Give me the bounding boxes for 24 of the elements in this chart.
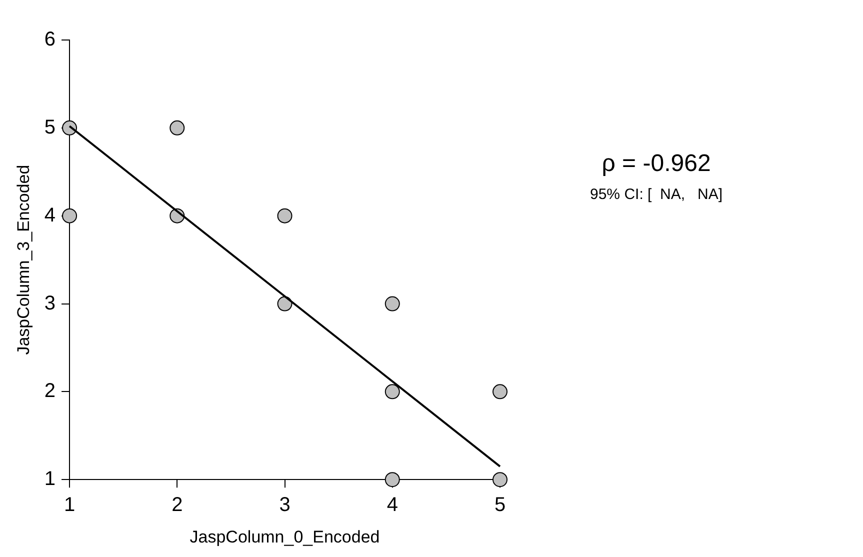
x-tick-label: 1: [64, 494, 76, 516]
point: [277, 296, 292, 312]
point: [384, 384, 400, 400]
point: [384, 296, 400, 312]
point: [277, 208, 292, 224]
y-tick-label: 4: [44, 204, 56, 226]
text: ρ = -0.962: [600, 150, 712, 178]
text: 95% CI: [ NA, NA]: [590, 186, 723, 203]
point: [492, 472, 508, 488]
y-tick-label: 6: [44, 28, 56, 51]
x-tick-label: 4: [386, 494, 398, 516]
y-tick-label: 3: [44, 292, 56, 314]
point: [492, 384, 508, 400]
point: [170, 120, 185, 136]
x-axis-title: JaspColumn_0_Encoded: [190, 527, 380, 546]
y-tick-label: 5: [44, 116, 56, 138]
y-tick-label: 1: [44, 468, 56, 490]
y-tick-label: 2: [44, 380, 56, 402]
x-tick-label: 5: [494, 494, 506, 516]
y-axis-title: JaspColumn_3_Encoded: [14, 164, 33, 355]
point: [62, 208, 78, 224]
x-tick-label: 3: [279, 494, 290, 516]
x-tick-label: 2: [172, 494, 183, 516]
point: [384, 472, 400, 488]
